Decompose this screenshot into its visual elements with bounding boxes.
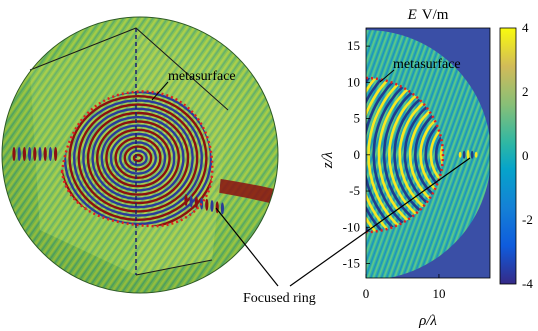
colorbar-tick-label: -2: [522, 212, 533, 227]
field-ring: [424, 111, 443, 199]
field-ring: [408, 95, 443, 215]
beam-fringe-left: [48, 147, 53, 161]
field-ring: [419, 105, 443, 204]
beam-fringe-right: [194, 196, 198, 209]
colorbar: 4 2 0 -2 -4: [499, 20, 533, 291]
focus-beam-2d: [458, 149, 478, 160]
interior-ring: [77, 103, 199, 213]
beam-fringe-right: [220, 202, 224, 215]
beam-fringe-left: [54, 147, 58, 161]
field-ring: [393, 79, 443, 230]
focus-spot-fringe: [470, 150, 474, 159]
interior-focus-rings: [62, 91, 213, 227]
metasurface-leader-3d: [151, 81, 169, 101]
beam-fringe-right: [184, 194, 188, 206]
focus-spot-fringe: [466, 149, 470, 160]
sphere-3d-view: [1, 16, 279, 294]
y-axis-label: z/λ: [320, 151, 336, 169]
cut-edge-bottom: [135, 259, 213, 276]
x-axis-label: ρ/λ: [418, 313, 437, 329]
focus-spot-fringe: [462, 150, 466, 159]
y-tick-label: 10: [347, 74, 360, 89]
y-tick-label: -15: [343, 256, 360, 271]
interior-ring: [72, 99, 203, 217]
x-axis-ticks: 0 10: [363, 274, 445, 301]
interior-ring: [123, 145, 153, 171]
interior-ring: [100, 124, 176, 192]
focused-ring-leader-2d: [289, 157, 471, 287]
interior-ring: [91, 115, 185, 200]
y-tick-label: 15: [347, 38, 360, 53]
colorbar-gradient: [499, 27, 517, 285]
interior-ring: [109, 132, 167, 184]
field-ring: [372, 78, 443, 232]
colorbar-tick-label: -4: [522, 276, 533, 291]
focused-ring-label: Focused ring: [243, 291, 316, 306]
metasurface-arc-2d: [365, 76, 445, 234]
metasurface-label-2d: metasurface: [393, 57, 461, 72]
y-tick-label: -5: [349, 183, 360, 198]
x-tick-label: 10: [432, 286, 445, 301]
interior-ring: [86, 111, 190, 205]
field-ring: [434, 121, 443, 189]
beam-fringe-left: [22, 147, 26, 161]
colorbar-tick-label: 4: [522, 20, 529, 35]
y-tick-label: -10: [343, 219, 360, 234]
colorbar-tick-label: 2: [522, 84, 529, 99]
metasurface-outline-3d: [60, 90, 214, 228]
y-tick-label: 0: [354, 147, 361, 162]
field-ring: [414, 100, 443, 209]
focus-spot-fringe: [458, 151, 462, 158]
cut-edge-top: [29, 27, 229, 111]
interior-ring: [114, 136, 162, 179]
title-unit: V/m: [422, 7, 449, 23]
focus-beam: [12, 147, 224, 215]
x-tick-label: 0: [363, 286, 370, 301]
plot-title: E V/m: [407, 7, 449, 23]
field-ring: [429, 116, 443, 194]
interior-ring: [82, 107, 194, 209]
colorbar-tick-label: 0: [522, 148, 529, 163]
interior-ring: [132, 153, 144, 163]
field-ring: [398, 85, 443, 225]
field-ring: [377, 78, 443, 232]
beam-fringe-left: [33, 147, 37, 161]
field-ring: [440, 126, 443, 183]
beam-fringe-right: [189, 195, 193, 208]
metasurface-label-3d: metasurface: [168, 69, 236, 84]
beam-fringe-left: [17, 147, 21, 161]
focus-spot-fringe: [474, 151, 478, 158]
field-ring: [403, 90, 443, 220]
interior-ring: [128, 149, 148, 167]
field-ring: [388, 78, 443, 232]
y-tick-label: 5: [354, 111, 361, 126]
interior-ring: [105, 128, 171, 188]
sphere-red-band: [215, 178, 278, 205]
beam-fringe-left: [38, 147, 42, 161]
focused-ring-leader-3d: [215, 207, 279, 287]
beam-fringe-right: [210, 200, 214, 212]
beam-fringe-left: [43, 147, 47, 161]
interior-ring: [118, 141, 157, 175]
colorbar-ticks: 4 2 0 -2 -4: [522, 20, 533, 291]
sphere-outline: [1, 16, 279, 294]
beam-fringe-left: [12, 147, 16, 161]
beam-fringe-right: [205, 198, 209, 211]
y-axis-ticks: 15 10 5 0 -5 -10 -15: [343, 38, 370, 271]
beam-fringe-left: [28, 147, 32, 161]
field-ring: [382, 78, 443, 232]
metasurface-leader-2d: [379, 69, 395, 83]
title-symbol: E: [407, 7, 417, 23]
cross-section-plot: 15 10 5 0 -5 -10 -15 0 10: [343, 27, 491, 301]
plot-frame: [365, 27, 491, 279]
interior-ring: [95, 120, 180, 196]
interior-ring: [68, 94, 208, 221]
